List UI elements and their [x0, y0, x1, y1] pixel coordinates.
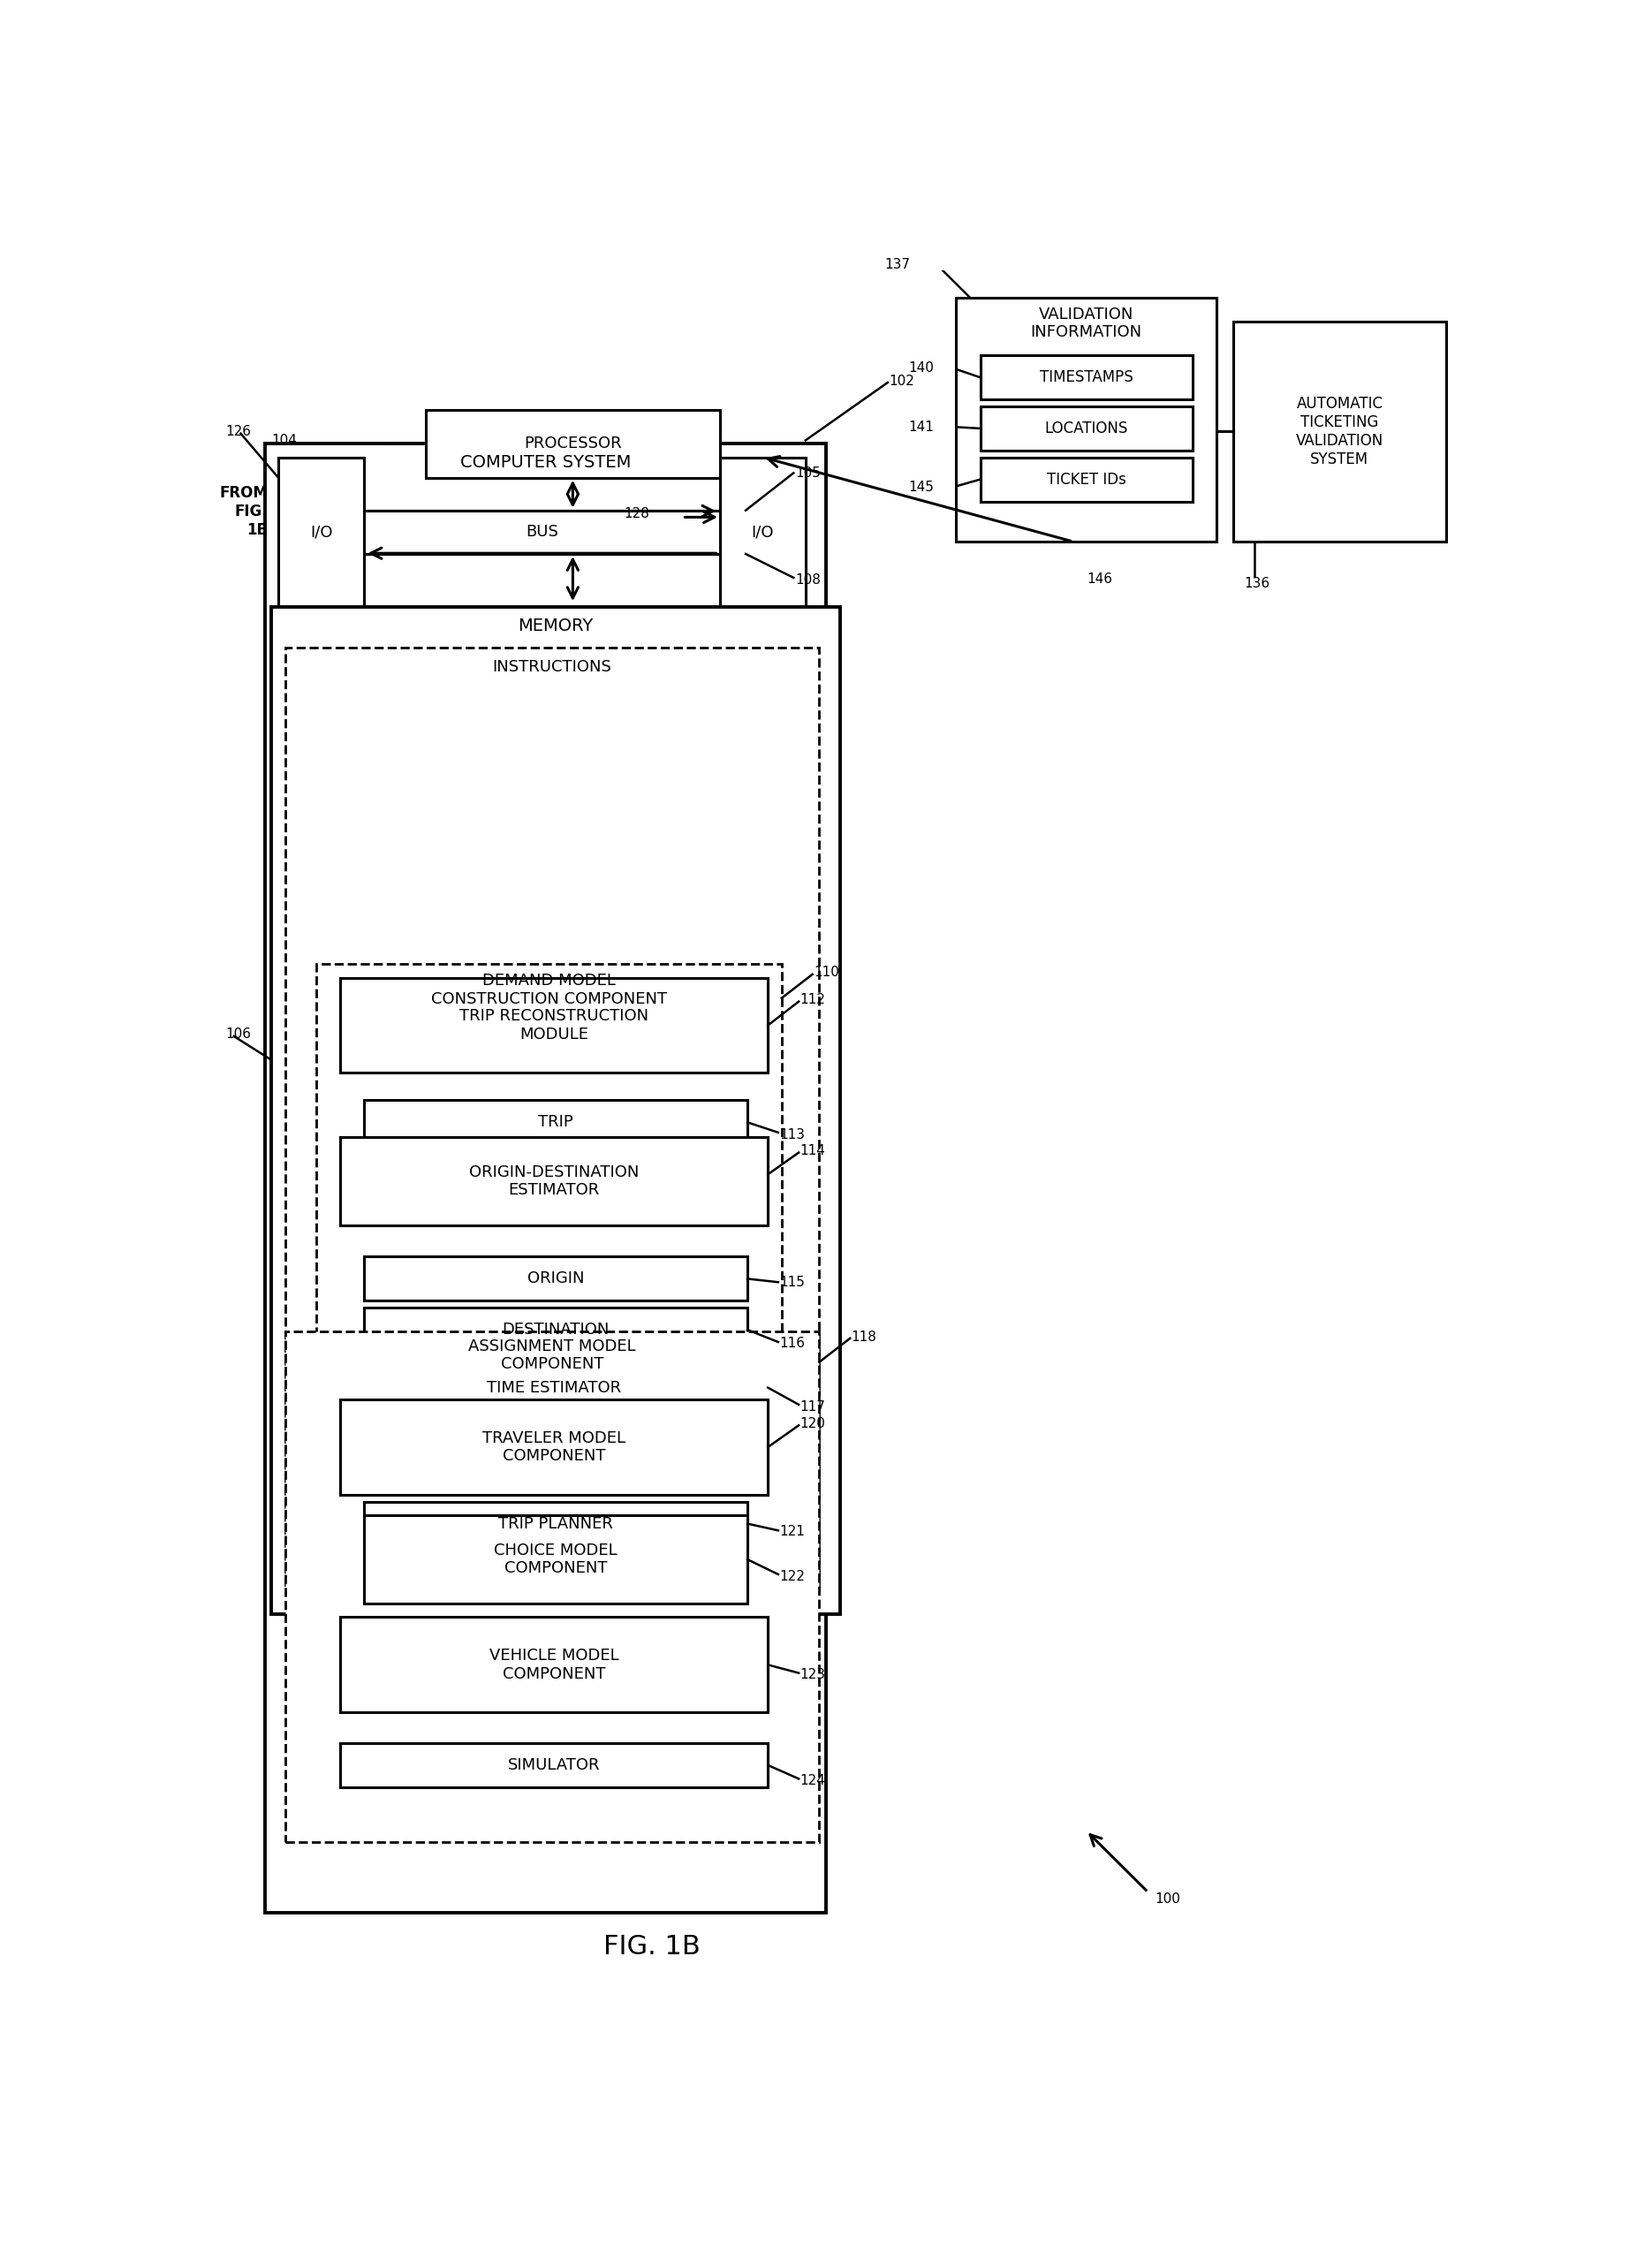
Text: 105: 105 — [795, 466, 821, 480]
Text: TICKET IDs: TICKET IDs — [1047, 471, 1127, 486]
Text: ORIGIN-DESTINATION
ESTIMATOR: ORIGIN-DESTINATION ESTIMATOR — [469, 1164, 639, 1198]
Text: LOCATIONS: LOCATIONS — [1044, 421, 1128, 437]
Text: 136: 136 — [1244, 577, 1269, 590]
Bar — [316, 964, 781, 1543]
Text: 117: 117 — [800, 1401, 826, 1414]
Bar — [340, 1617, 768, 1712]
Bar — [980, 356, 1193, 399]
Text: TRAVELER MODEL
COMPONENT: TRAVELER MODEL COMPONENT — [482, 1430, 626, 1464]
Text: DEMAND MODEL
CONSTRUCTION COMPONENT: DEMAND MODEL CONSTRUCTION COMPONENT — [431, 973, 667, 1007]
Text: 116: 116 — [780, 1338, 805, 1349]
Text: 106: 106 — [226, 1027, 251, 1040]
Text: TRIP PLANNER: TRIP PLANNER — [499, 1516, 613, 1531]
Bar — [363, 1516, 747, 1603]
Bar — [1234, 322, 1446, 543]
Bar — [426, 410, 720, 477]
Text: 108: 108 — [795, 574, 821, 586]
Bar — [363, 511, 720, 554]
Bar — [340, 1743, 768, 1788]
Text: 114: 114 — [800, 1144, 826, 1158]
Bar — [363, 1502, 747, 1545]
Text: COMPUTER SYSTEM: COMPUTER SYSTEM — [459, 455, 631, 471]
Text: 121: 121 — [780, 1525, 805, 1538]
Text: BUS: BUS — [525, 525, 558, 540]
Bar — [980, 457, 1193, 502]
Text: 113: 113 — [780, 1128, 805, 1142]
Text: CHOICE MODEL
COMPONENT: CHOICE MODEL COMPONENT — [494, 1543, 618, 1576]
Text: DESTINATION: DESTINATION — [502, 1322, 610, 1338]
Text: PROCESSOR: PROCESSOR — [524, 435, 621, 453]
Text: 126: 126 — [226, 426, 251, 439]
Bar — [279, 457, 363, 608]
Bar — [363, 1257, 747, 1302]
Bar — [340, 977, 768, 1072]
Text: 124: 124 — [800, 1775, 826, 1788]
Text: 146: 146 — [1087, 572, 1112, 586]
Bar — [286, 1331, 819, 1842]
Text: ORIGIN: ORIGIN — [527, 1270, 585, 1286]
Text: 122: 122 — [780, 1570, 805, 1583]
Bar — [264, 444, 826, 1914]
Text: 110: 110 — [814, 966, 839, 980]
Text: I/O: I/O — [752, 525, 775, 540]
Text: 140: 140 — [909, 360, 933, 374]
Text: MEMORY: MEMORY — [519, 617, 593, 635]
Text: 112: 112 — [800, 993, 826, 1007]
Bar — [957, 297, 1216, 543]
Text: TIME ESTIMATOR: TIME ESTIMATOR — [487, 1380, 621, 1396]
Text: TIMESTAMPS: TIMESTAMPS — [1039, 369, 1133, 385]
Text: VALIDATION
INFORMATION: VALIDATION INFORMATION — [1031, 306, 1142, 340]
Text: SIMULATOR: SIMULATOR — [507, 1757, 600, 1772]
Bar — [720, 457, 806, 608]
Text: 120: 120 — [800, 1417, 826, 1430]
Text: AUTOMATIC
TICKETING
VALIDATION
SYSTEM: AUTOMATIC TICKETING VALIDATION SYSTEM — [1295, 396, 1383, 466]
Text: 104: 104 — [271, 435, 297, 446]
Text: 123: 123 — [800, 1669, 826, 1682]
Text: 145: 145 — [909, 482, 933, 493]
Text: 102: 102 — [889, 374, 915, 387]
Bar — [980, 405, 1193, 450]
Text: ASSIGNMENT MODEL
COMPONENT: ASSIGNMENT MODEL COMPONENT — [469, 1338, 636, 1371]
Text: TRIP RECONSTRUCTION
MODULE: TRIP RECONSTRUCTION MODULE — [459, 1009, 649, 1043]
Bar — [340, 1137, 768, 1225]
Text: 137: 137 — [884, 259, 910, 272]
Bar — [340, 1365, 768, 1410]
Text: I/O: I/O — [311, 525, 332, 540]
Text: 128: 128 — [624, 507, 649, 520]
Text: TRIP: TRIP — [539, 1115, 573, 1131]
Text: 115: 115 — [780, 1275, 805, 1288]
Bar — [286, 649, 819, 1590]
Bar — [363, 1308, 747, 1351]
Bar — [271, 608, 839, 1615]
Text: VEHICLE MODEL
COMPONENT: VEHICLE MODEL COMPONENT — [489, 1648, 620, 1682]
Bar — [363, 1101, 747, 1144]
Text: FROM
FIG.
1B: FROM FIG. 1B — [220, 486, 268, 538]
Text: INSTRUCTIONS: INSTRUCTIONS — [492, 660, 611, 676]
Text: 118: 118 — [851, 1331, 877, 1344]
Bar — [340, 1398, 768, 1495]
Text: 141: 141 — [909, 421, 933, 435]
Text: 100: 100 — [1155, 1892, 1180, 1905]
Text: FIG. 1B: FIG. 1B — [603, 1934, 700, 1959]
